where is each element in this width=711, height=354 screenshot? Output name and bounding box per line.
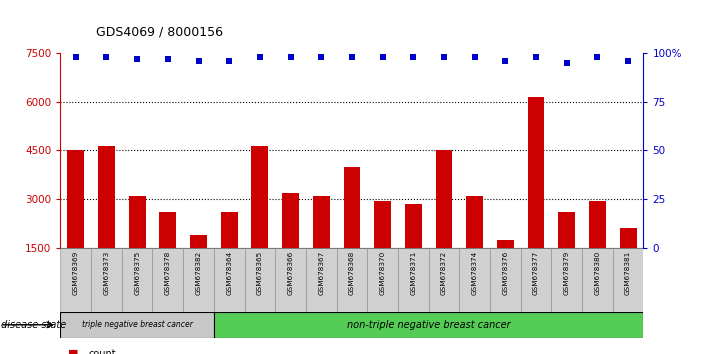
Point — [592, 54, 603, 60]
Bar — [582, 248, 613, 312]
Point — [438, 54, 449, 60]
Text: GSM678377: GSM678377 — [533, 251, 539, 295]
Text: count: count — [89, 349, 117, 354]
Bar — [368, 248, 398, 312]
Bar — [620, 228, 636, 297]
Bar — [60, 248, 91, 312]
Point — [377, 54, 388, 60]
Text: GSM678380: GSM678380 — [594, 251, 600, 295]
Text: GSM678371: GSM678371 — [410, 251, 417, 295]
Bar — [152, 248, 183, 312]
Bar — [336, 248, 368, 312]
Bar — [214, 312, 643, 338]
Bar — [282, 193, 299, 297]
Bar — [398, 248, 429, 312]
Text: GSM678369: GSM678369 — [73, 251, 79, 295]
Text: GSM678382: GSM678382 — [196, 251, 201, 295]
Text: GSM678367: GSM678367 — [319, 251, 324, 295]
Bar — [122, 248, 152, 312]
Text: GSM678370: GSM678370 — [380, 251, 385, 295]
Bar — [520, 248, 552, 312]
Point — [561, 60, 572, 65]
Point — [285, 54, 296, 60]
Text: GSM678372: GSM678372 — [441, 251, 447, 295]
Point — [622, 58, 634, 64]
Point — [469, 54, 481, 60]
Bar — [490, 248, 520, 312]
Bar — [429, 248, 459, 312]
Point — [132, 56, 143, 62]
Point — [101, 54, 112, 60]
Bar — [343, 167, 360, 297]
Bar — [159, 212, 176, 297]
Bar — [306, 248, 336, 312]
Point — [346, 54, 358, 60]
Bar — [214, 248, 245, 312]
Bar — [60, 312, 214, 338]
Point — [407, 54, 419, 60]
Point — [162, 56, 173, 62]
Bar — [459, 248, 490, 312]
Bar — [68, 150, 84, 297]
Text: GSM678376: GSM678376 — [503, 251, 508, 295]
Bar — [313, 196, 330, 297]
Bar — [275, 248, 306, 312]
Point — [530, 54, 542, 60]
Bar — [552, 248, 582, 312]
Text: GSM678375: GSM678375 — [134, 251, 140, 295]
Bar — [497, 240, 514, 297]
Text: GSM678373: GSM678373 — [104, 251, 109, 295]
Text: GSM678379: GSM678379 — [564, 251, 570, 295]
Bar — [98, 145, 115, 297]
Text: GSM678374: GSM678374 — [471, 251, 478, 295]
Text: ■: ■ — [68, 349, 78, 354]
Text: GSM678368: GSM678368 — [349, 251, 355, 295]
Text: GSM678381: GSM678381 — [625, 251, 631, 295]
Bar — [589, 201, 606, 297]
Bar — [558, 212, 575, 297]
Point — [70, 54, 82, 60]
Bar — [183, 248, 214, 312]
Text: disease state: disease state — [1, 320, 66, 330]
Bar — [436, 150, 452, 297]
Point — [316, 54, 327, 60]
Text: non-triple negative breast cancer: non-triple negative breast cancer — [347, 320, 510, 330]
Bar — [91, 248, 122, 312]
Bar — [405, 204, 422, 297]
Text: GSM678366: GSM678366 — [287, 251, 294, 295]
Bar — [129, 196, 146, 297]
Point — [500, 58, 511, 64]
Bar — [220, 212, 237, 297]
Bar — [252, 145, 268, 297]
Bar — [466, 196, 483, 297]
Bar — [245, 248, 275, 312]
Bar — [374, 201, 391, 297]
Text: GSM678364: GSM678364 — [226, 251, 232, 295]
Bar — [190, 235, 207, 297]
Point — [255, 54, 266, 60]
Text: GDS4069 / 8000156: GDS4069 / 8000156 — [96, 26, 223, 39]
Text: GSM678365: GSM678365 — [257, 251, 263, 295]
Point — [223, 58, 235, 64]
Point — [193, 58, 204, 64]
Text: GSM678378: GSM678378 — [165, 251, 171, 295]
Bar — [613, 248, 643, 312]
Bar — [528, 97, 545, 297]
Text: triple negative breast cancer: triple negative breast cancer — [82, 320, 193, 329]
